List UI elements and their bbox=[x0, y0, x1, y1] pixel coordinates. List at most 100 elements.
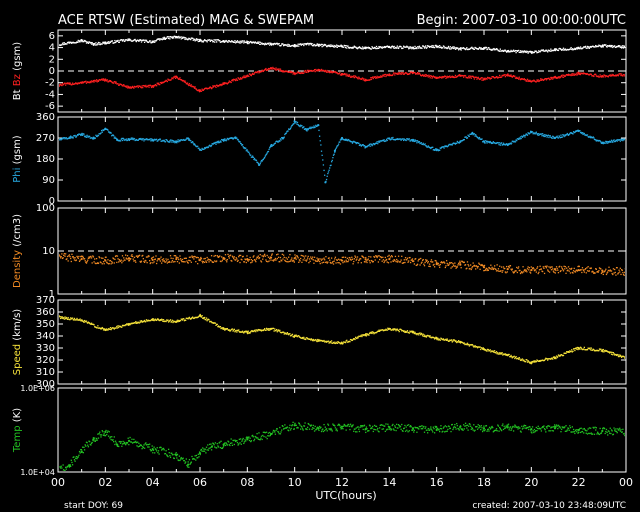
data-point bbox=[104, 80, 106, 82]
data-point bbox=[373, 256, 376, 258]
data-point bbox=[428, 263, 431, 265]
data-point bbox=[248, 41, 251, 44]
data-point bbox=[334, 258, 336, 260]
data-point bbox=[326, 45, 328, 48]
data-point bbox=[535, 50, 537, 52]
data-point bbox=[276, 331, 278, 333]
data-point bbox=[95, 42, 97, 44]
data-point bbox=[258, 257, 261, 259]
data-point bbox=[307, 255, 309, 258]
data-point bbox=[370, 331, 373, 333]
data-point bbox=[455, 46, 457, 49]
data-point bbox=[600, 76, 603, 78]
data-point bbox=[473, 78, 476, 80]
data-point bbox=[515, 51, 517, 54]
data-point bbox=[612, 268, 615, 270]
data-point bbox=[502, 266, 505, 268]
data-point bbox=[162, 260, 164, 262]
data-point bbox=[208, 87, 210, 90]
data-point bbox=[471, 266, 474, 268]
data-point bbox=[153, 40, 155, 42]
data-point bbox=[127, 38, 129, 40]
data-point bbox=[346, 73, 348, 75]
data-point bbox=[181, 319, 184, 321]
data-point bbox=[293, 261, 295, 263]
y-tick-label: 180 bbox=[36, 154, 55, 165]
data-point bbox=[265, 327, 268, 330]
data-point bbox=[116, 261, 118, 264]
data-point bbox=[160, 81, 162, 84]
data-point bbox=[333, 153, 335, 155]
data-point bbox=[423, 334, 426, 336]
data-point bbox=[574, 130, 577, 133]
data-point bbox=[408, 260, 410, 262]
data-point bbox=[589, 347, 591, 349]
data-point bbox=[332, 157, 334, 159]
data-point bbox=[562, 268, 564, 271]
data-point bbox=[313, 256, 316, 258]
data-point bbox=[419, 264, 421, 266]
data-point bbox=[624, 75, 625, 77]
data-point bbox=[238, 42, 241, 44]
data-point bbox=[581, 132, 583, 135]
data-point bbox=[140, 138, 143, 140]
data-point bbox=[339, 263, 342, 265]
y-tick-label: 320 bbox=[36, 355, 55, 366]
data-point bbox=[530, 363, 532, 365]
data-point bbox=[378, 47, 381, 49]
data-point bbox=[200, 149, 203, 151]
data-point bbox=[221, 84, 223, 86]
data-point bbox=[344, 256, 347, 259]
data-point bbox=[237, 138, 239, 141]
data-point bbox=[533, 361, 536, 363]
data-point bbox=[301, 261, 303, 263]
data-point bbox=[330, 262, 332, 264]
data-point bbox=[269, 44, 271, 46]
data-point bbox=[183, 37, 186, 39]
data-point bbox=[59, 254, 60, 256]
data-point bbox=[294, 73, 296, 76]
data-point bbox=[119, 260, 122, 262]
series-anchor-point bbox=[269, 42, 273, 46]
data-point bbox=[420, 262, 422, 264]
data-point bbox=[514, 357, 516, 360]
data-point bbox=[621, 138, 623, 140]
data-point bbox=[448, 76, 450, 78]
data-point bbox=[535, 271, 537, 273]
data-point bbox=[328, 71, 330, 73]
data-point bbox=[399, 261, 402, 263]
data-point bbox=[469, 76, 472, 78]
data-point bbox=[243, 42, 245, 44]
data-point bbox=[502, 142, 505, 144]
data-point bbox=[142, 321, 144, 323]
data-point bbox=[462, 75, 464, 77]
y-tick-label: -2 bbox=[45, 78, 55, 89]
data-point bbox=[413, 332, 416, 335]
data-point bbox=[246, 150, 249, 152]
data-point bbox=[181, 258, 184, 261]
data-point bbox=[396, 258, 398, 261]
data-point bbox=[557, 49, 560, 52]
data-point bbox=[496, 48, 498, 50]
data-point bbox=[557, 356, 559, 358]
data-point bbox=[430, 260, 432, 263]
data-point bbox=[181, 318, 183, 320]
data-point bbox=[516, 266, 518, 269]
data-point bbox=[212, 86, 215, 88]
y-tick-label: 90 bbox=[42, 175, 55, 186]
data-point bbox=[335, 147, 337, 150]
data-point bbox=[97, 80, 100, 83]
data-point bbox=[584, 268, 586, 271]
data-point bbox=[263, 328, 265, 331]
data-point bbox=[64, 316, 66, 318]
data-point bbox=[303, 255, 305, 257]
data-point bbox=[328, 257, 330, 259]
data-point bbox=[257, 161, 259, 164]
data-point bbox=[416, 47, 418, 50]
data-point bbox=[402, 330, 404, 332]
series-anchor-point bbox=[577, 346, 580, 350]
data-point bbox=[163, 81, 165, 83]
data-point bbox=[557, 271, 560, 274]
data-point bbox=[73, 259, 76, 261]
data-point bbox=[569, 48, 572, 50]
